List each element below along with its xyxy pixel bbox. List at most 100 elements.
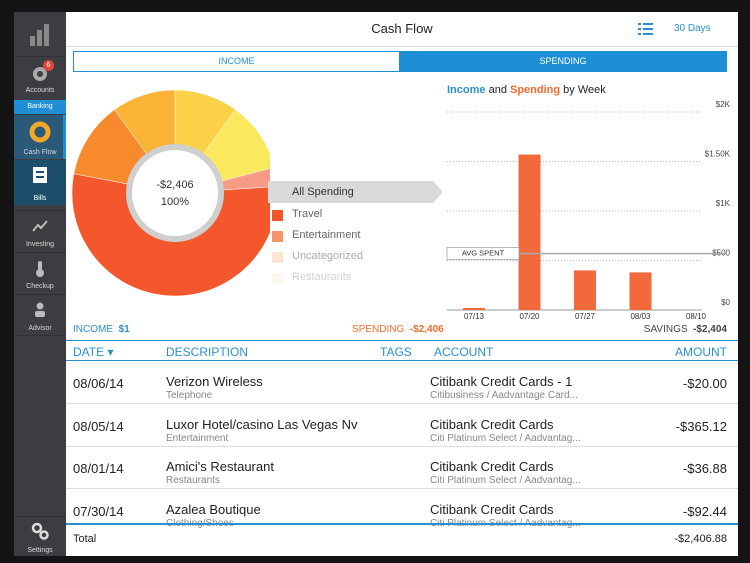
col-description[interactable]: DESCRIPTION — [166, 345, 249, 359]
table-top-rule — [66, 340, 738, 341]
legend-swatch — [272, 252, 283, 263]
nav-advisor[interactable]: Advisor — [14, 294, 66, 336]
row-date: 07/30/14 — [73, 503, 124, 519]
table-bottom-rule — [66, 523, 738, 525]
x-tick-label: 08/10 — [686, 312, 707, 321]
y-tick-label: $0 — [721, 298, 730, 307]
header-title: Cash Flow — [371, 21, 433, 36]
table-row[interactable]: 08/01/14 Amici's Restaurant Restaurants Cit… — [66, 446, 738, 489]
title-spending: Spending — [510, 84, 561, 96]
bar — [518, 154, 541, 310]
y-tick-label: $1K — [716, 199, 731, 208]
row-amount: -$365.12 — [675, 418, 727, 434]
bar — [574, 270, 596, 310]
savings-label: SAVINGS — [643, 324, 688, 335]
x-tick-label: 07/20 — [519, 312, 540, 321]
sidebar: 6 Accounts Banking Cash Flow Bills Inves… — [14, 12, 66, 556]
nav-checkup[interactable]: Checkup — [14, 252, 66, 293]
row-account-detail: Citi Platinum Select / Aadvantag... — [430, 432, 581, 444]
x-tick-label: 07/27 — [575, 312, 596, 321]
nav-label: Bills — [33, 195, 47, 202]
row-date: 08/06/14 — [73, 376, 124, 391]
row-category: Restaurants — [166, 475, 220, 486]
nav-accounts[interactable]: 6 Accounts — [14, 56, 66, 97]
income-label: INCOME — [73, 324, 113, 335]
row-date: 08/05/14 — [73, 418, 124, 434]
investing-icon — [32, 220, 48, 232]
legend-label: Travel — [292, 208, 323, 220]
col-amount[interactable]: AMOUNT — [675, 345, 727, 359]
legend-header[interactable]: All Spending — [292, 186, 354, 198]
col-date[interactable]: DATE ▾ — [73, 345, 114, 359]
table-row[interactable]: 08/05/14 Luxor Hotel/casino Las Vegas Nv E… — [66, 404, 738, 447]
donut-icon — [29, 121, 51, 143]
nav-bills[interactable]: Bills — [14, 160, 66, 205]
row-account-detail: Citi Platinum Select / Aadvantag... — [430, 475, 581, 486]
row-account-detail: Citibusiness / Aadvantage Card... — [430, 390, 578, 401]
settings-icon — [31, 522, 49, 540]
row-category: Entertainment — [166, 432, 229, 444]
nav-label: Cash Flow — [23, 149, 57, 156]
table-header-rule — [66, 360, 738, 361]
list-icon[interactable] — [637, 22, 653, 36]
title-by: by Week — [563, 84, 606, 96]
summary-spending: SPENDING -$2,406 — [352, 324, 444, 335]
row-account: Citibank Credit Cards — [430, 416, 554, 432]
row-account: Citibank Credit Cards - 1 — [430, 374, 573, 389]
spending-value: -$2,406 — [409, 324, 444, 335]
spending-label: SPENDING — [352, 324, 405, 335]
income-value: $1 — [118, 324, 130, 335]
tab-spending[interactable]: SPENDING — [399, 51, 727, 72]
nav-cash-flow[interactable]: Cash Flow — [14, 115, 66, 159]
legend-label: Entertainment — [292, 229, 361, 241]
nav-label: Checkup — [26, 283, 54, 290]
nav-investing[interactable]: Investing — [14, 210, 66, 251]
row-category: Telephone — [166, 390, 213, 401]
total-amount: -$2,406.88 — [674, 533, 727, 545]
x-tick-label: 08/03 — [630, 312, 651, 321]
row-description: Verizon Wireless — [166, 374, 263, 389]
row-account: Citibank Credit Cards — [430, 459, 554, 474]
col-tags[interactable]: TAGS — [380, 345, 412, 359]
section-banking: Banking — [14, 100, 66, 114]
nav-label: Investing — [25, 241, 55, 248]
legend-header-arrow — [268, 181, 443, 203]
nav-label: Advisor — [28, 325, 52, 332]
y-tick-label: $2K — [716, 100, 731, 109]
savings-value: -$2,404 — [693, 324, 727, 335]
nav-settings[interactable]: Settings — [14, 516, 66, 556]
total-label: Total — [73, 533, 97, 545]
donut-amount: -$2,406 — [156, 179, 193, 191]
table-body: 08/06/14 Verizon Wireless Telephone Citiban… — [66, 361, 738, 529]
legend-swatch — [272, 273, 283, 284]
legend-swatch — [272, 210, 283, 221]
bar — [629, 272, 652, 310]
average-label: AVG SPENT — [462, 249, 505, 258]
screen: 6 Accounts Banking Cash Flow Bills Inves… — [14, 12, 738, 556]
row-description: Luxor Hotel/casino Las Vegas Nv — [166, 416, 358, 432]
legend: Travel Entertainment Uncategorized Restaura… — [270, 207, 440, 285]
row-date: 08/01/14 — [73, 461, 124, 476]
bar-chart-title: Income and Spending by Week — [447, 84, 606, 96]
title-income: Income — [447, 84, 486, 96]
bar-chart: $0$500$1K$1.50K$2K07/1307/2007/2708/0308… — [446, 100, 731, 321]
legend-label: Uncategorized — [292, 250, 363, 262]
x-tick-label: 07/13 — [464, 312, 485, 321]
donut-percent: 100% — [161, 196, 189, 208]
row-amount: -$92.44 — [682, 503, 727, 519]
row-account: Citibank Credit Cards — [430, 501, 554, 517]
row-amount: -$20.00 — [682, 376, 727, 391]
range-button[interactable]: 30 Days — [674, 23, 711, 34]
badge: 6 — [43, 60, 54, 71]
table-row[interactable]: 08/06/14 Verizon Wireless Telephone Citiban… — [66, 361, 738, 404]
tab-income[interactable]: INCOME — [73, 51, 400, 72]
header — [66, 12, 738, 47]
nav-label: Settings — [27, 547, 53, 554]
bills-icon — [33, 167, 47, 183]
col-account[interactable]: ACCOUNT — [434, 345, 494, 359]
row-description: Amici's Restaurant — [166, 459, 274, 474]
row-description: Azalea Boutique — [166, 501, 261, 517]
summary-income: INCOME $1 — [73, 324, 130, 335]
col-label: DATE — [73, 345, 105, 359]
